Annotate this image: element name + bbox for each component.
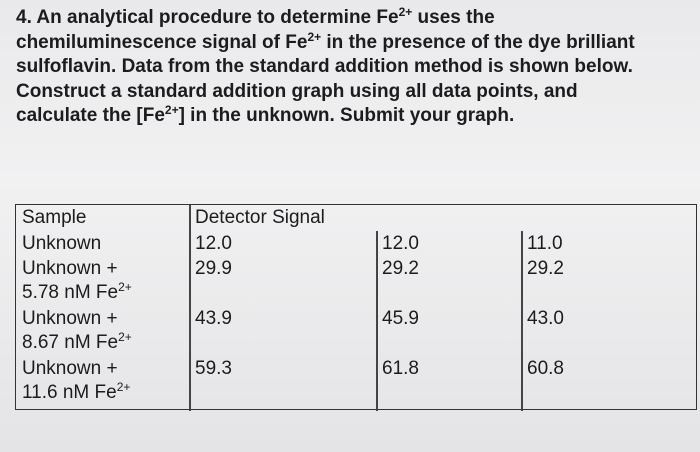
text: Unknown + (22, 358, 118, 379)
header-cell: Sample (22, 207, 87, 228)
text: uses the (412, 7, 495, 28)
signal-cell: 12.0 (382, 233, 419, 254)
column-line (189, 205, 191, 411)
text: 11.6 nM Fe (22, 382, 117, 403)
column-line (376, 231, 378, 411)
superscript: 2+ (307, 29, 322, 44)
superscript: 2+ (164, 103, 179, 117)
signal-cell: 45.9 (382, 308, 419, 329)
text: Unknown + (22, 258, 118, 279)
text: Unknown + (22, 308, 118, 329)
text: Construct a standard addition graph usin… (16, 80, 578, 102)
superscript: 2+ (398, 5, 413, 19)
superscript: 2+ (116, 380, 131, 394)
text: in the presence of the dye brilliant (321, 31, 635, 53)
signal-cell: 60.8 (527, 358, 564, 379)
signal-cell: 29.2 (382, 258, 419, 279)
text: 8.67 nM Fe (22, 332, 119, 353)
sample-cell: Unknown + 11.6 nM Fe2+ (16, 356, 189, 411)
question-line: sulfoflavin. Data from the standard addi… (16, 55, 635, 80)
sample-cell: Unknown + 5.78 nM Fe2+ (16, 256, 189, 306)
sample-cell: Unknown + 8.67 nM Fe2+ (16, 306, 189, 356)
signal-cell: 11.0 (527, 233, 563, 254)
question-line: chemiluminescence signal of Fe2+ in the … (16, 31, 635, 56)
data-table: Sample Detector Signal Unknown 12.0 12.0 11.0… (15, 204, 697, 411)
question-line: 4. An analytical procedure to determine … (16, 6, 635, 31)
sample-cell: Unknown (16, 231, 189, 256)
signal-cell: 43.9 (195, 308, 232, 329)
column-line (521, 231, 523, 411)
superscript: 2+ (118, 280, 132, 294)
superscript: 2+ (118, 330, 132, 344)
text: chemiluminescence signal of Fe (16, 31, 308, 53)
text: 5.78 nM Fe (22, 282, 119, 303)
signal-cell: 29.2 (527, 258, 564, 279)
signal-cell: 59.3 (195, 358, 232, 379)
text: ] in the unknown. Submit your graph. (178, 105, 515, 126)
signal-cell: 12.0 (195, 233, 232, 254)
header-cell: Detector Signal (195, 207, 325, 228)
signal-cell: 61.8 (382, 358, 419, 379)
question: 4. An analytical procedure to determine … (16, 6, 635, 129)
signal-cell: 43.0 (527, 308, 564, 329)
question-line: Construct a standard addition graph usin… (16, 80, 635, 105)
question-line: calculate the [Fe2+] in the unknown. Sub… (16, 104, 635, 129)
text: sulfoflavin. Data from the standard addi… (16, 56, 633, 77)
signal-cell: 29.9 (195, 258, 232, 279)
text: calculate the [Fe (16, 105, 165, 126)
text: Unknown (22, 233, 102, 254)
text: 4. An analytical procedure to determine … (16, 7, 399, 28)
